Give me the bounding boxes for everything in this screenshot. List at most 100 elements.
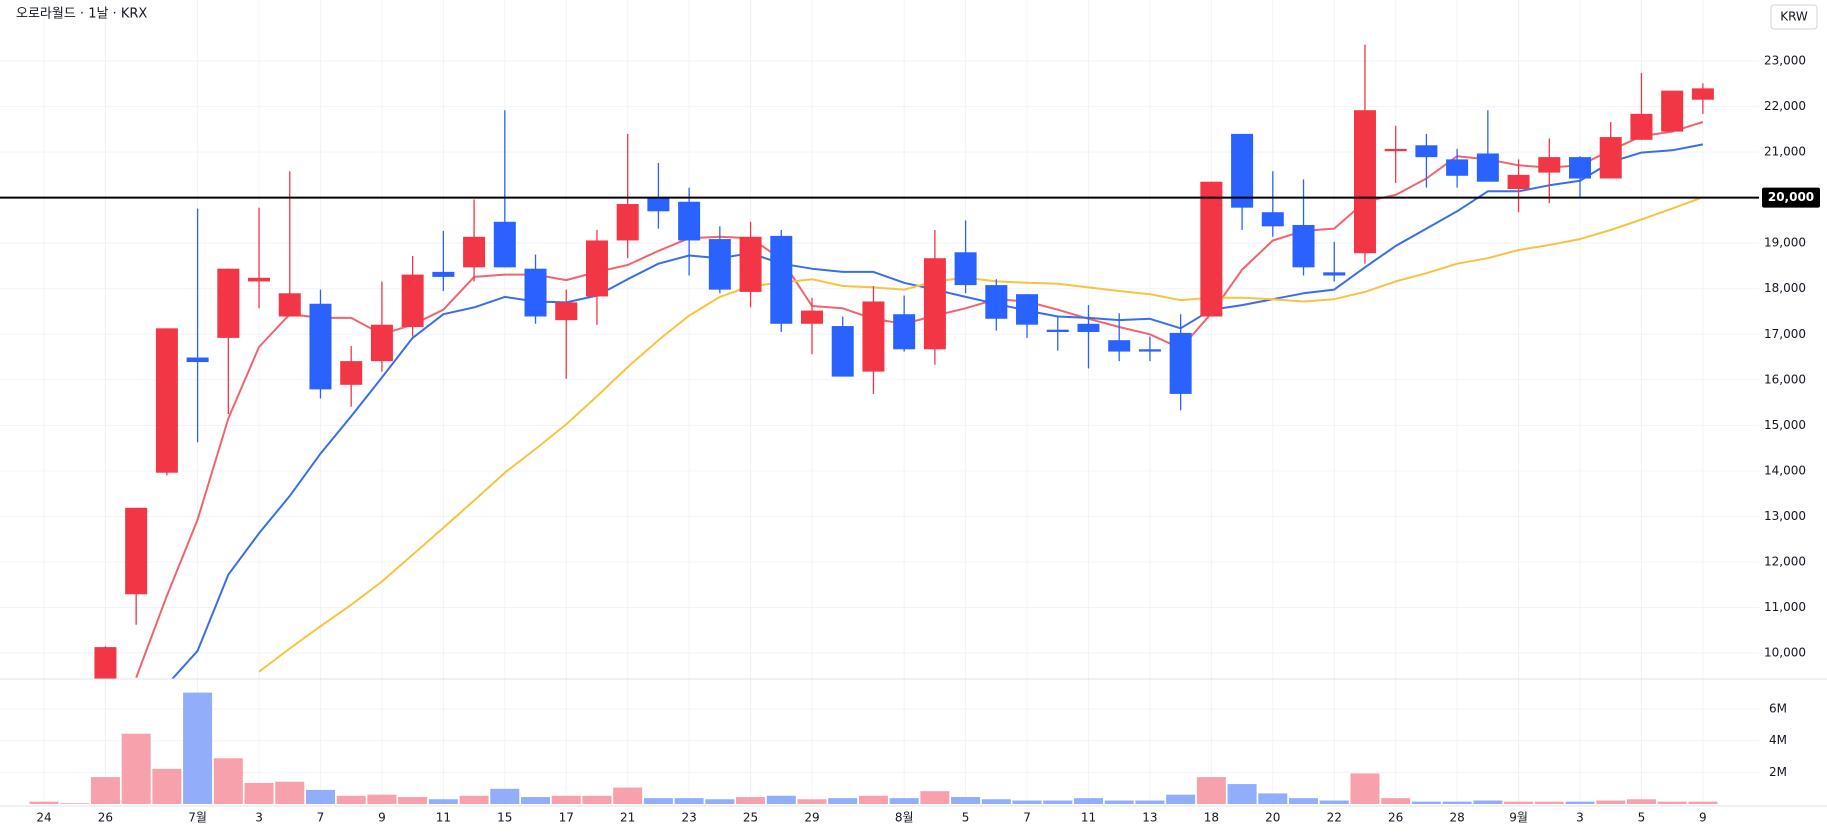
- x-tick-label: 25: [743, 811, 758, 825]
- volume-bar: [1166, 794, 1196, 804]
- y-tick-label: 23,000: [1764, 54, 1806, 68]
- candle-body: [1169, 332, 1192, 394]
- candle-body: [893, 314, 916, 350]
- candle-body: [1415, 145, 1438, 158]
- y-tick-label: 16,000: [1764, 372, 1806, 386]
- candle-body: [1446, 159, 1469, 176]
- x-tick-label: 17: [559, 811, 574, 825]
- candle-body: [1599, 137, 1622, 179]
- volume-bar: [1596, 800, 1626, 804]
- chart-title: 오로라월드 · 1날 · KRX: [16, 7, 147, 22]
- candle-body: [1538, 157, 1561, 173]
- volume-bar: [1473, 800, 1503, 804]
- candle-body: [370, 324, 393, 362]
- candle-body: [217, 268, 240, 338]
- candle-body: [555, 302, 578, 321]
- candle-body: [1108, 340, 1131, 352]
- price-pane: [94, 44, 1714, 679]
- volume-tick-label: 2M: [1769, 765, 1787, 779]
- volume-pane: [29, 692, 1718, 804]
- volume-bar: [705, 799, 735, 804]
- volume-bar: [858, 795, 888, 804]
- x-tick-label: 11: [1081, 811, 1096, 825]
- volume-bar: [981, 799, 1011, 804]
- y-tick-label: 15,000: [1764, 418, 1806, 432]
- y-tick-label: 22,000: [1764, 99, 1806, 113]
- volume-bar: [183, 692, 213, 804]
- x-tick-label: 20: [1265, 811, 1280, 825]
- candle-body: [278, 293, 301, 317]
- volume-bar: [1626, 799, 1656, 804]
- candle-body: [616, 204, 639, 241]
- candle-body: [1323, 272, 1346, 276]
- volume-bar: [1657, 801, 1687, 804]
- y-tick-label: 17,000: [1764, 327, 1806, 341]
- volume-bar: [1104, 800, 1134, 804]
- candle-body: [862, 301, 885, 372]
- volume-bar: [275, 781, 305, 804]
- x-tick-label: 26: [1388, 811, 1403, 825]
- x-tick-label: 29: [804, 811, 819, 825]
- candle-body: [186, 357, 209, 363]
- candle-body: [1046, 329, 1069, 332]
- horizontal-line-label-box: [1762, 187, 1820, 208]
- volume-bar: [1381, 798, 1411, 804]
- x-tick-label: 15: [497, 811, 512, 825]
- candle-body: [831, 326, 854, 377]
- candle-body: [708, 239, 731, 290]
- volume-bar: [797, 799, 827, 804]
- volume-bar: [1319, 800, 1349, 804]
- volume-bar: [1012, 800, 1042, 804]
- volume-bar: [336, 795, 366, 804]
- x-tick-label: 28: [1449, 811, 1464, 825]
- candle-body: [1569, 157, 1591, 179]
- volume-bar: [1442, 801, 1472, 804]
- candle-body: [1630, 113, 1653, 140]
- x-tick-label: 9: [378, 811, 386, 825]
- volume-bar: [367, 794, 397, 804]
- volume-bar: [398, 797, 428, 804]
- candle-body: [1016, 294, 1039, 325]
- currency[interactable]: KRW: [1780, 10, 1808, 24]
- volume-bar: [951, 797, 981, 804]
- candle-body: [1691, 88, 1714, 100]
- volume-bar: [1504, 801, 1534, 804]
- x-tick-label: 7월: [188, 811, 207, 825]
- volume-bar: [1350, 773, 1380, 804]
- candle-body: [125, 507, 148, 595]
- volume-bar: [60, 803, 90, 804]
- candle-body: [770, 235, 793, 324]
- candle-body: [647, 197, 670, 212]
- x-tick-label: 8월: [895, 811, 914, 825]
- y-tick-label: 14,000: [1764, 463, 1806, 477]
- y-tick-label: 10,000: [1764, 646, 1806, 660]
- candle-body: [309, 303, 332, 390]
- volume-bar: [152, 768, 182, 804]
- candle-body: [1077, 323, 1100, 332]
- currency-box[interactable]: [1770, 4, 1818, 30]
- volume-bar: [920, 791, 950, 804]
- moving-average-line: [258, 196, 1704, 673]
- volume-bar: [459, 795, 489, 804]
- volume-bar: [428, 799, 458, 804]
- x-tick-label: 11: [436, 811, 451, 825]
- candle-body: [678, 201, 701, 241]
- candle-body: [1476, 153, 1499, 182]
- volume-bar: [90, 777, 120, 804]
- candle-body: [248, 277, 271, 282]
- x-tick-label: 3: [1576, 811, 1584, 825]
- volume-bar: [736, 797, 766, 804]
- candle-body: [801, 310, 823, 324]
- candle-body: [340, 361, 363, 385]
- candle-body: [432, 271, 455, 277]
- volume-bar: [828, 798, 858, 804]
- x-tick-label: 5: [1638, 811, 1646, 825]
- volume-bar: [1258, 793, 1288, 804]
- y-tick-label: 21,000: [1764, 145, 1806, 159]
- candle-body: [94, 647, 117, 679]
- candle-body: [985, 285, 1008, 319]
- volume-bar: [490, 788, 520, 804]
- volume-bar: [1227, 784, 1257, 804]
- volume-bar: [213, 758, 243, 804]
